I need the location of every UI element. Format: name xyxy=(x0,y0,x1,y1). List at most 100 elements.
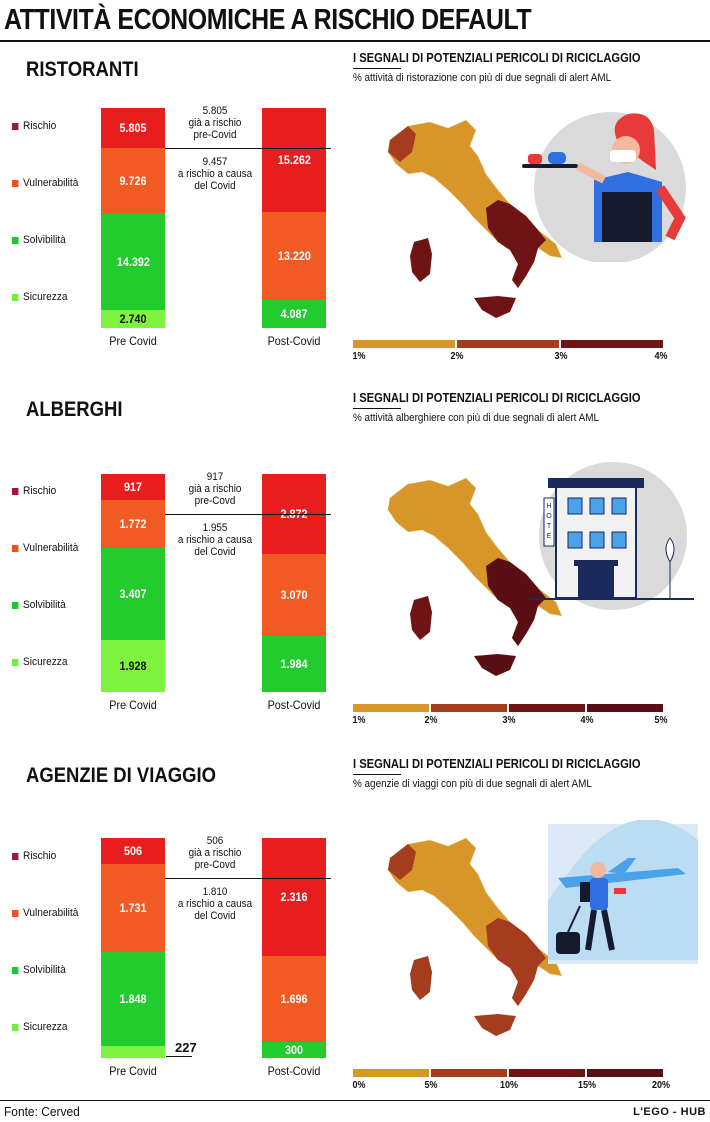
note-line: 9.457 xyxy=(202,156,228,168)
scale-piece xyxy=(353,340,455,348)
map-title-rule xyxy=(353,68,401,69)
scale-tick-label: 5% xyxy=(654,715,668,726)
legend-swatch xyxy=(12,544,19,552)
post-covid-bar-segment: 300 xyxy=(262,1042,326,1058)
legend-item: Rischio xyxy=(12,120,56,132)
scale-tick-label: 5% xyxy=(424,1080,438,1091)
legend-swatch xyxy=(12,236,19,244)
pre-covid-risk-note: 5.805 già a rischio pre-Covid xyxy=(166,105,265,141)
map-title: I SEGNALI DI POTENZIALI PERICOLI DI RICI… xyxy=(353,50,641,65)
note-line: a rischio a causa xyxy=(177,168,253,180)
post-covid-bar-segment: 1.984 xyxy=(262,636,326,692)
legend-item: Sicurezza xyxy=(12,1021,67,1033)
scale-piece xyxy=(587,1069,663,1077)
pre-covid-bar-segment xyxy=(101,1046,165,1058)
southern-regions xyxy=(486,200,546,288)
scale-piece xyxy=(353,1069,429,1077)
bar-value-label: 2.316 xyxy=(280,890,308,904)
scale-tick-label: 4% xyxy=(654,351,668,362)
legend-item: Solvibilità xyxy=(12,964,66,976)
pre-covid-bar-segment: 917 xyxy=(101,474,165,500)
bar-value-label: 5.805 xyxy=(119,121,147,135)
post-covid-bar-segment: 1.696 xyxy=(262,956,326,1042)
scale-tick-label: 2% xyxy=(450,351,464,362)
color-scale xyxy=(353,1069,665,1077)
pre-covid-bar-segment: 2.740 xyxy=(101,310,165,328)
post-covid-bar-segment: 15.262 xyxy=(262,108,326,212)
publisher-brand: L'EGO - HUB xyxy=(633,1106,706,1118)
legend-label: Sicurezza xyxy=(23,656,68,668)
note-divider xyxy=(165,878,331,879)
bar-value-label: 3.407 xyxy=(119,587,147,601)
outside-label-leader xyxy=(166,1056,192,1057)
scale-tick-label: 3% xyxy=(502,715,516,726)
title-rule xyxy=(0,40,710,42)
pre-covid-bar-segment: 5.805 xyxy=(101,108,165,148)
legend-item: Vulnerabilità xyxy=(12,907,78,919)
italy-map xyxy=(387,119,563,318)
note-line: 5.805 xyxy=(202,105,228,117)
note-line: già a rischio xyxy=(188,117,242,129)
svg-text:E: E xyxy=(547,533,552,540)
post-covid-bar-segment: 3.070 xyxy=(262,554,326,636)
map-subtitle: % attività di ristorazione con più di du… xyxy=(353,72,612,84)
north-west-region xyxy=(388,484,416,520)
section-title: RISTORANTI xyxy=(26,58,139,81)
scale-tick-label: 3% xyxy=(554,351,568,362)
bar-value-label: 14.392 xyxy=(116,255,150,269)
north-west-region xyxy=(388,126,416,162)
legend-label: Vulnerabilità xyxy=(23,907,79,919)
map-title-rule xyxy=(353,408,401,409)
pre-covid-risk-note: 506 già a rischio pre-Covd xyxy=(166,835,265,871)
sicily xyxy=(474,654,516,676)
map-title: I SEGNALI DI POTENZIALI PERICOLI DI RICI… xyxy=(353,390,641,405)
sicily xyxy=(474,1014,516,1036)
map-title-rule xyxy=(353,774,401,775)
scale-piece xyxy=(509,704,585,712)
scale-piece xyxy=(561,340,663,348)
scale-tick-label: 2% xyxy=(424,715,438,726)
legend-swatch xyxy=(12,179,19,187)
scale-piece xyxy=(457,340,559,348)
bar-value-label: 1.848 xyxy=(119,992,147,1006)
color-scale xyxy=(353,340,665,348)
source-note: Fonte: Cerved xyxy=(4,1104,80,1119)
pre-covid-label: Pre Covid xyxy=(109,334,157,348)
legend-item: Rischio xyxy=(12,850,56,862)
post-covid-bar-segment: 13.220 xyxy=(262,212,326,300)
svg-text:H: H xyxy=(546,503,551,510)
bar-value-label: 2.740 xyxy=(119,312,147,326)
scale-tick-label: 20% xyxy=(651,1080,671,1091)
legend-item: Rischio xyxy=(12,485,56,497)
legend-swatch xyxy=(12,966,19,974)
note-line: del Covid xyxy=(194,180,236,192)
covid-risk-note: 9.457 a rischio a causa del Covid xyxy=(166,156,265,192)
legend-swatch xyxy=(12,1023,19,1031)
bar-value-label: 1.984 xyxy=(280,657,308,671)
legend-label: Solvibilità xyxy=(23,964,66,976)
post-covid-bar-segment: 4.087 xyxy=(262,300,326,328)
bar-value-label: 1.731 xyxy=(119,901,147,915)
bar-value-label: 1.772 xyxy=(119,517,147,531)
legend-label: Rischio xyxy=(23,485,57,497)
svg-text:O: O xyxy=(546,513,552,520)
sicurezza-outside-label: 227 xyxy=(175,1040,197,1055)
pre-covid-bar-segment: 14.392 xyxy=(101,214,165,310)
scale-piece xyxy=(353,704,429,712)
note-line: pre-Covd xyxy=(194,495,236,507)
legend-item: Sicurezza xyxy=(12,291,67,303)
page-title: ATTIVITÀ ECONOMICHE A RISCHIO DEFAULT xyxy=(4,4,532,36)
pre-covid-risk-note: 917 già a rischio pre-Covd xyxy=(166,471,265,507)
legend-label: Solvibilità xyxy=(23,234,66,246)
section-title: AGENZIE DI VIAGGIO xyxy=(26,764,216,787)
note-line: 506 xyxy=(206,835,224,847)
legend-label: Rischio xyxy=(23,850,57,862)
scale-piece xyxy=(431,1069,507,1077)
scale-tick-label: 10% xyxy=(499,1080,519,1091)
scale-piece xyxy=(509,1069,585,1077)
map-title: I SEGNALI DI POTENZIALI PERICOLI DI RICI… xyxy=(353,756,641,771)
legend-label: Sicurezza xyxy=(23,291,68,303)
bar-value-label: 15.262 xyxy=(277,153,311,167)
scale-tick-label: 15% xyxy=(577,1080,597,1091)
